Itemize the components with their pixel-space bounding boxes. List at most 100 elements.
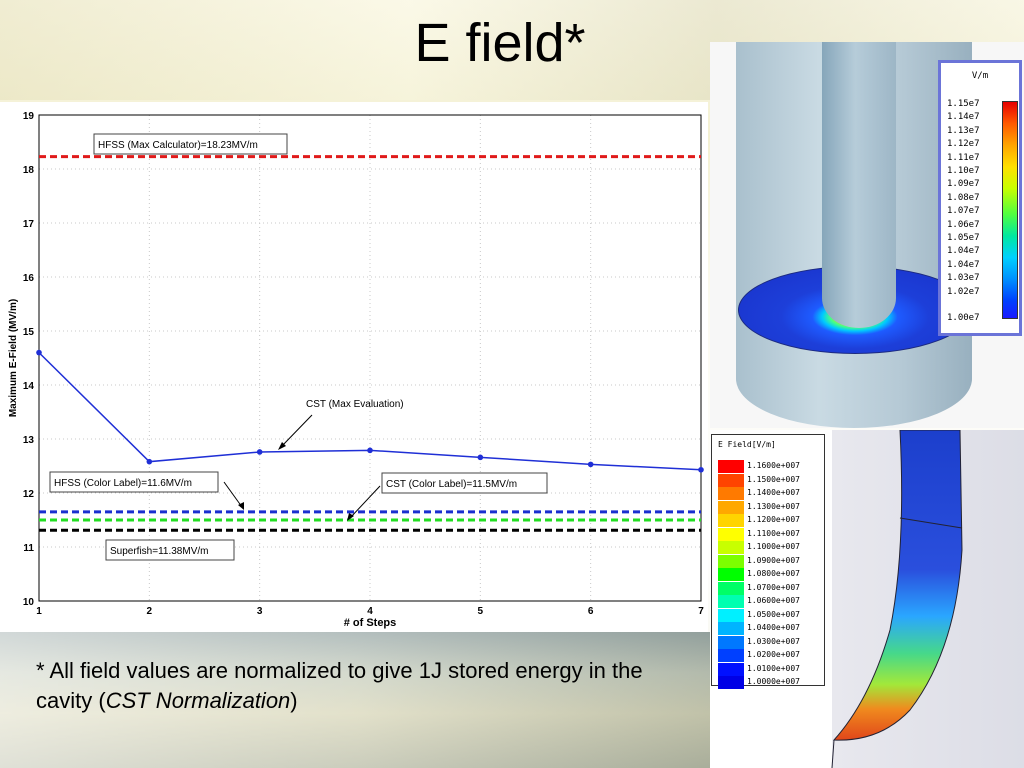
legend-3d-value: 1.06e7: [947, 219, 980, 230]
x-tick-labels: 1 2 3 4 5 6 7: [36, 606, 704, 617]
legend-2d-swatch: [718, 514, 744, 527]
legend-2d-swatch: [718, 676, 744, 689]
legend-3d-value: 1.05e7: [947, 233, 980, 243]
background-bottom: [0, 632, 710, 768]
x-tick-label: 7: [698, 606, 704, 617]
legend-2d-value: 1.1000e+007: [747, 542, 800, 551]
hfss-color-label-box: [49, 471, 219, 493]
legend-2d-row: 1.1500e+007: [718, 473, 822, 487]
legend-2d-value: 1.1200e+007: [747, 515, 800, 524]
legend-2d-swatch: [718, 568, 744, 581]
legend-2d-value: 1.0100e+007: [747, 663, 800, 673]
cst-max-label: CST (Max Evaluation): [306, 399, 404, 410]
y-tick-label: 18: [23, 165, 35, 176]
legend-3d-value: 1.02e7: [947, 286, 980, 297]
data-point: [587, 461, 594, 468]
hfss-max-label: HFSS (Max Calculator)=18.23MV/m: [98, 140, 258, 151]
contour-edge: [831, 739, 835, 768]
legend-2d-value: 1.1100e+007: [747, 528, 800, 538]
y-tick-label: 12: [23, 489, 35, 500]
y-axis-label: Maximum E-Field (MV/m): [8, 299, 19, 417]
legend-2d-swatch: [718, 473, 744, 487]
legend-2d-row: 1.0700e+007: [718, 581, 822, 595]
x-tick-label: 6: [588, 606, 594, 617]
x-tick-label: 3: [257, 606, 263, 617]
legend-2d-swatch: [718, 635, 744, 649]
x-tick-label: 2: [147, 606, 153, 617]
legend-2d-value: 1.1400e+007: [747, 488, 800, 497]
x-tick-label: 5: [478, 606, 484, 617]
legend-2d-swatch: [718, 622, 744, 635]
hfss-color-arrow-line: [223, 481, 243, 508]
superfish-label: Superfish=11.38MV/m: [110, 546, 208, 557]
data-point: [367, 447, 373, 454]
legend-2d-row: 1.1000e+007: [718, 541, 822, 554]
cst-color-label: CST (Color Label)=11.5MV/m: [386, 479, 517, 490]
y-tick-label: 11: [23, 543, 34, 554]
legend-2d-row: 1.1400e+007: [718, 487, 822, 500]
legend-3d-value: 1.09e7: [947, 179, 980, 190]
x-tick-label: 1: [36, 606, 42, 617]
legend-2d-row: 1.0900e+007: [718, 554, 822, 568]
inner-conductor-shape: [822, 42, 896, 328]
legend-2d-value: 1.0600e+007: [747, 596, 800, 605]
legend-2d-row: 1.1600e+007: [718, 460, 822, 473]
y-tick-label: 19: [23, 111, 35, 122]
legend-2d-row: 1.0800e+007: [718, 568, 822, 581]
contour-wall: [832, 430, 963, 741]
y-tick-label: 15: [23, 327, 35, 338]
x-tick-label: 4: [367, 606, 373, 617]
contour-shape: [831, 430, 963, 768]
legend-2d-value: 1.0700e+007: [747, 582, 800, 592]
cst-color-label-box: [381, 472, 548, 494]
footnote-emphasis: CST Normalization: [105, 688, 291, 713]
data-point: [36, 349, 42, 356]
hfss-max-label-box: [93, 133, 288, 155]
legend-2d-row: 1.0100e+007: [718, 662, 822, 676]
data-point: [256, 449, 263, 455]
reference-lines: [39, 155, 701, 532]
y-tick-label: 17: [23, 219, 35, 230]
hfss-color-arrowhead: [238, 502, 244, 510]
legend-2d-value: 1.0200e+007: [747, 650, 800, 659]
legend-2d-value: 1.0300e+007: [747, 636, 800, 646]
legend-2d-row: 1.0600e+007: [718, 595, 822, 608]
legend-2d-row: 1.0400e+007: [718, 622, 822, 635]
legend-2d: E Field[V/m] 1.1600e+007 1.1500e+007 1.140…: [711, 434, 825, 689]
legend-2d-value: 1.1300e+007: [747, 501, 800, 511]
legend-2d-swatch: [718, 500, 744, 514]
legend-3d-value: 1.14e7: [947, 112, 980, 123]
chart-grid: [38, 114, 702, 602]
legend-2d-swatch: [718, 608, 744, 622]
legend-2d-row: 1.0300e+007: [718, 635, 822, 649]
data-series: [36, 349, 704, 473]
cst-color-arrowhead: [347, 513, 354, 521]
superfish-label-box: [105, 539, 235, 561]
legend-2d-swatch: [718, 527, 744, 541]
data-point: [477, 454, 484, 461]
legend-3d-unit: V/m: [971, 71, 989, 81]
legend-3d: V/m 1.15e7 1.14e7 1.13e7 1.12e7 1.11e7 1.10e7…: [938, 60, 1022, 336]
legend-3d-value: 1.07e7: [947, 206, 980, 217]
contour-seam: [899, 517, 963, 529]
footnote-suffix: ): [290, 688, 298, 713]
legend-2d-row: 1.1200e+007: [718, 514, 822, 527]
legend-2d-value: 1.1500e+007: [747, 474, 800, 484]
slide-title: E field*: [414, 13, 586, 73]
cst-max-arrowhead: [278, 442, 286, 450]
legend-2d-row: 1.1300e+007: [718, 500, 822, 514]
legend-3d-value: 1.10e7: [947, 166, 980, 176]
annotations: HFSS (Max Calculator)=18.23MV/m CST (Max…: [49, 133, 548, 561]
legend-3d-value: 1.15e7: [947, 99, 980, 109]
y-tick-label: 13: [23, 435, 35, 446]
legend-2d-row: 1.0000e+007: [718, 676, 822, 689]
legend-3d-value: 1.11e7: [947, 152, 980, 163]
legend-3d-value: 1.03e7: [947, 273, 980, 284]
legend-3d-value: 1.12e7: [947, 139, 980, 150]
legend-3d-value: 1.08e7: [947, 192, 980, 203]
plot-frame: [38, 114, 702, 602]
legend-2d-value: 1.0400e+007: [747, 623, 800, 632]
legend-2d-swatch: [718, 460, 744, 473]
